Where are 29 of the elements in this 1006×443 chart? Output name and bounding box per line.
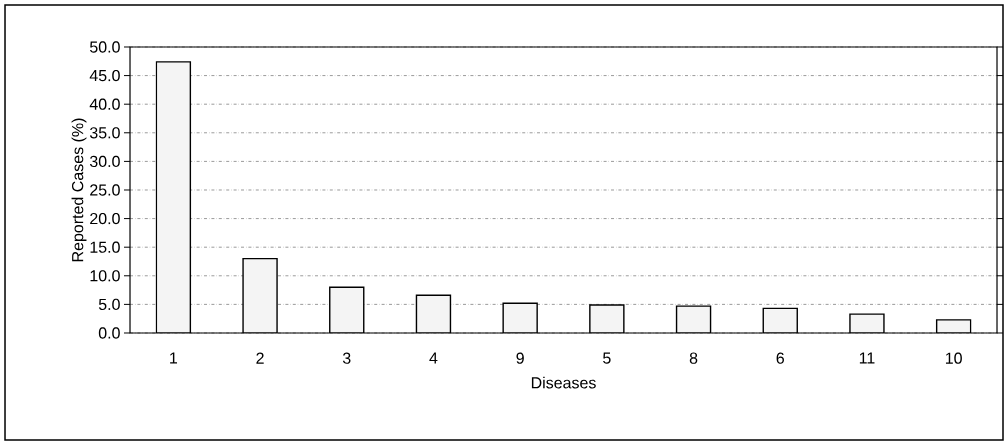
bar [675,305,712,333]
y-tick-label: 20.0 [90,212,120,225]
x-tick-label: 8 [689,352,698,364]
y-tick-label: 5.0 [98,298,120,311]
x-tick-label: 9 [516,352,524,364]
bar [415,294,452,333]
x-tick-label: 5 [603,352,611,364]
x-tick-label: 3 [342,352,351,364]
y-tick-label: 10.0 [90,270,120,282]
y-tick-label: 50.0 [89,41,120,53]
y-tick-label: 15.0 [90,241,120,253]
y-tick-label: 40.0 [89,98,120,110]
x-tick-label: 11 [859,352,875,364]
x-tick-label: 1 [170,352,178,364]
y-tick-label: 45.0 [89,69,120,82]
x-tick-label: 10 [945,352,962,364]
x-tick-label: 6 [776,352,784,364]
x-tick-label: 4 [429,352,438,364]
x-axis-title: Diseases [531,376,596,389]
y-tick-label: 0.0 [98,327,120,339]
y-tick-label: 35.0 [89,127,120,139]
bar [155,61,192,333]
bar [242,257,278,333]
y-axis-title: Reported Cases (%) [71,118,87,262]
y-tick-label: 30.0 [89,155,120,168]
x-tick-label: 2 [256,352,264,364]
bar [329,286,365,333]
bar [762,307,798,333]
y-tick-label: 25.0 [90,184,120,196]
